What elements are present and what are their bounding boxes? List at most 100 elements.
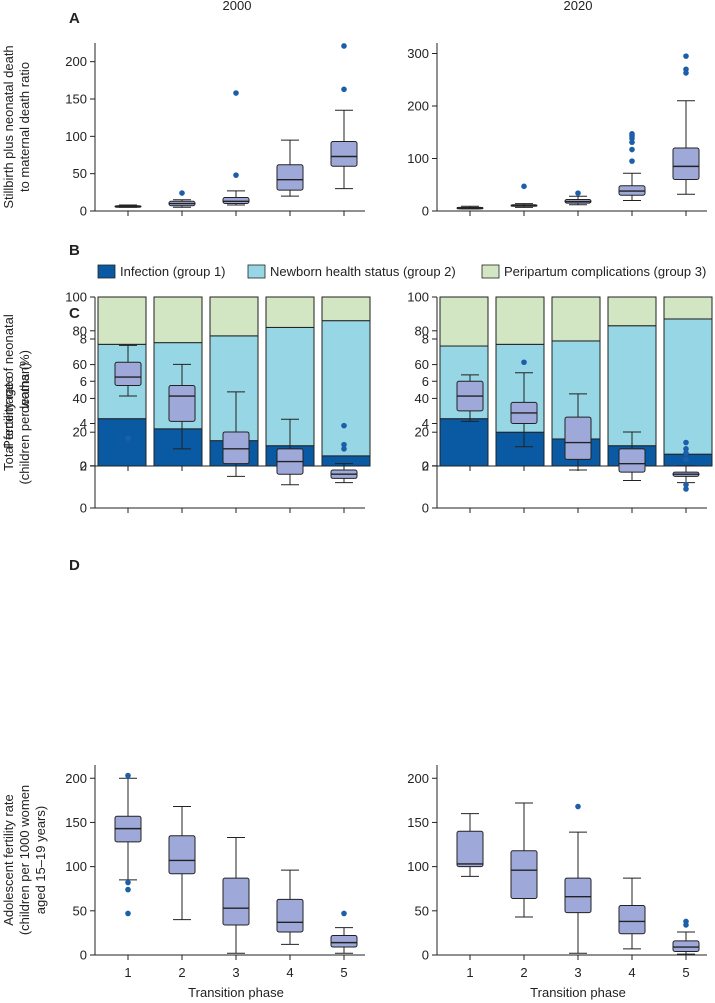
bar-segment-peripartum — [439, 296, 489, 347]
bar-segment-infection — [439, 418, 489, 467]
box-iqr — [222, 877, 250, 926]
x-tick-label: 3 — [574, 965, 581, 980]
y-axis-label: to maternal death ratio — [17, 62, 32, 192]
y-tick-label: 100 — [407, 859, 429, 874]
x-axis-label: Transition phase — [188, 985, 284, 1000]
y-tick-label: 0 — [80, 948, 87, 963]
outlier-point — [683, 456, 689, 463]
x-tick-label: 4 — [286, 965, 293, 980]
y-tick-label: 200 — [407, 771, 429, 786]
box-iqr — [168, 835, 196, 875]
bar-segment-peripartum — [551, 296, 601, 342]
box-iqr — [618, 905, 646, 935]
y-axis-label: (children per 1000 women — [17, 785, 32, 935]
box-iqr — [618, 448, 646, 473]
outlier-point — [341, 441, 347, 448]
box-iqr — [276, 898, 304, 933]
y-tick-label: 40 — [415, 391, 429, 406]
panel-letter-b: B — [69, 242, 80, 259]
outlier-point — [341, 422, 347, 429]
x-tick-label: 5 — [340, 965, 347, 980]
outlier-point — [341, 86, 347, 93]
column-title-2020: 2020 — [564, 0, 593, 13]
y-tick-label: 4 — [422, 416, 429, 431]
box-iqr — [330, 141, 358, 167]
outlier-point — [629, 131, 635, 137]
y-axis-label: Percentage of neonatal — [1, 314, 16, 449]
x-tick-label: 1 — [466, 965, 473, 980]
legend-swatch-peripartum — [481, 264, 500, 279]
bar-segment-infection — [153, 428, 203, 467]
y-axis-label: deaths (%) — [17, 350, 32, 413]
bar-segment-infection — [97, 418, 147, 467]
legend-label-peripartum: Peripartum complications (group 3) — [504, 264, 706, 279]
outlier-point — [521, 183, 527, 190]
outlier-point — [125, 879, 131, 886]
y-axis-label: aged 15–19 years) — [33, 806, 48, 914]
outlier-point — [341, 446, 347, 452]
x-tick-label: 5 — [682, 965, 689, 980]
panel-b-2000: 0 20 40 60 80 100 Percentage of neonatal deaths… — [1, 290, 371, 474]
y-tick-label: 100 — [65, 129, 87, 144]
y-tick-label: 150 — [65, 92, 87, 107]
outlier-point — [683, 66, 689, 73]
box-iqr — [222, 431, 250, 465]
x-tick-label: 4 — [628, 965, 635, 980]
y-tick-label: 150 — [65, 815, 87, 830]
y-tick-label: 8 — [422, 332, 429, 347]
panel-a-2000: 0 50 100 150 200 Stillbirth plus neonatal dea… — [1, 43, 365, 219]
bar-segment-peripartum — [209, 296, 259, 337]
outlier-point — [683, 439, 689, 446]
outlier-point — [341, 910, 347, 917]
y-tick-label: 150 — [407, 815, 429, 830]
y-tick-label: 0 — [80, 459, 87, 474]
y-tick-label: 100 — [407, 151, 429, 166]
outlier-point — [683, 53, 689, 59]
box-iqr — [672, 147, 700, 180]
y-tick-label: 80 — [73, 323, 87, 338]
outlier-point — [683, 481, 689, 488]
y-tick-label: 6 — [422, 374, 429, 389]
legend-label-infection: Infection (group 1) — [120, 264, 226, 279]
outlier-point — [341, 43, 347, 49]
outlier-point — [683, 450, 689, 456]
box-iqr — [222, 197, 250, 205]
y-tick-label: 50 — [73, 166, 87, 181]
outlier-point — [125, 910, 131, 917]
panel-letter-c: C — [69, 305, 80, 322]
y-tick-label: 60 — [415, 357, 429, 372]
y-axis-label: Adolescent fertility rate — [1, 794, 16, 926]
bar-segment-newborn — [321, 320, 371, 457]
x-axis-label: Transition phase — [530, 985, 626, 1000]
panel-d-2000: 0 50 100 150 200 1 2 3 4 5 Adolescent fertility ra… — [1, 765, 365, 1000]
y-tick-label: 20 — [73, 425, 87, 440]
box-iqr — [330, 935, 358, 948]
y-tick-label: 80 — [415, 323, 429, 338]
x-tick-label: 2 — [520, 965, 527, 980]
box-iqr — [564, 877, 592, 914]
outlier-point — [683, 918, 689, 925]
y-tick-label: 8 — [80, 332, 87, 347]
bar-segment-newborn — [209, 335, 259, 442]
bar-segment-infection — [321, 455, 371, 467]
y-tick-label: 0 — [422, 948, 429, 963]
y-tick-label: 200 — [65, 54, 87, 69]
panel-d-2020: 0 50 100 150 200 1 2 3 4 5 Transition phase — [407, 765, 707, 1000]
x-tick-label: 3 — [232, 965, 239, 980]
y-axis-label: Total fertility rate — [1, 376, 16, 471]
outlier-point — [179, 190, 185, 196]
panel-letter-a: A — [69, 10, 80, 27]
legend-swatch-newborn — [247, 264, 266, 279]
y-tick-label: 0 — [80, 204, 87, 219]
panel-b-2020: 0 20 40 60 80 100 — [407, 290, 713, 474]
x-tick-label: 2 — [178, 965, 185, 980]
bar-segment-peripartum — [321, 296, 371, 322]
box-iqr — [456, 830, 484, 868]
y-tick-label: 4 — [80, 416, 87, 431]
column-title-2000: 2000 — [223, 0, 252, 13]
y-tick-label: 50 — [415, 903, 429, 918]
outlier-point — [233, 172, 239, 178]
legend-label-newborn: Newborn health status (group 2) — [270, 264, 456, 279]
bar-segment-peripartum — [97, 296, 147, 345]
bar-segment-peripartum — [607, 296, 657, 327]
